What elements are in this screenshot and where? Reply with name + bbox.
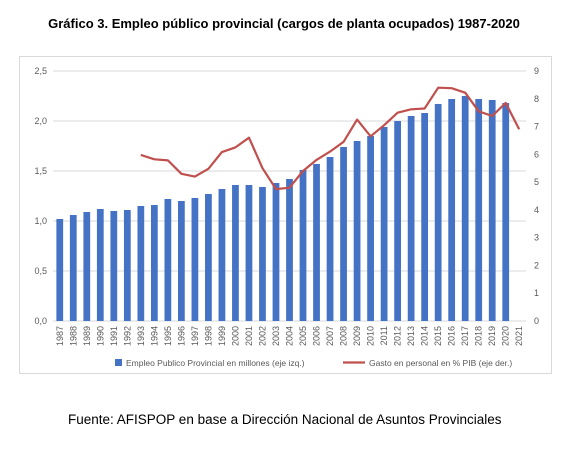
x-tick-label: 2001 bbox=[244, 326, 254, 346]
bar bbox=[394, 121, 401, 321]
x-tick-label: 2019 bbox=[487, 326, 497, 346]
x-tick-label: 1999 bbox=[217, 326, 227, 346]
bar bbox=[191, 198, 199, 321]
bar bbox=[461, 96, 469, 321]
bar bbox=[421, 113, 429, 321]
x-tick-label: 1989 bbox=[82, 326, 92, 346]
left-tick-label: 2,0 bbox=[34, 116, 47, 126]
bar bbox=[380, 127, 388, 321]
x-tick-label: 1993 bbox=[136, 326, 146, 346]
x-tick-label: 1992 bbox=[122, 326, 132, 346]
x-tick-label: 1998 bbox=[203, 326, 213, 346]
bar bbox=[96, 209, 104, 321]
line-series bbox=[140, 86, 521, 191]
left-tick-label: 1,5 bbox=[34, 166, 47, 176]
x-tick-label: 1997 bbox=[190, 326, 200, 346]
x-tick-label: 2003 bbox=[271, 326, 281, 346]
x-tick-label: 1987 bbox=[55, 326, 65, 346]
bar bbox=[434, 104, 442, 321]
bar bbox=[137, 206, 145, 321]
bar-series bbox=[56, 96, 510, 321]
bar bbox=[150, 205, 158, 321]
right-tick-label: 7 bbox=[534, 122, 539, 132]
x-tick-label: 2012 bbox=[393, 326, 403, 346]
x-tick-label: 2005 bbox=[298, 326, 308, 346]
bar bbox=[367, 136, 374, 321]
left-tick-label: 2,5 bbox=[34, 66, 47, 76]
x-tick-label: 2017 bbox=[460, 326, 470, 346]
bar bbox=[218, 189, 226, 321]
left-tick-label: 0,5 bbox=[34, 266, 47, 276]
x-tick-label: 1988 bbox=[68, 326, 78, 346]
right-axis-ticks: 0 1 2 3 4 5 6 7 8 9 bbox=[534, 66, 539, 326]
bar bbox=[56, 219, 64, 321]
right-tick-label: 0 bbox=[534, 316, 539, 326]
right-tick-label: 2 bbox=[534, 260, 539, 270]
bar bbox=[110, 211, 118, 321]
right-tick-label: 4 bbox=[534, 205, 539, 215]
x-tick-label: 2021 bbox=[514, 326, 524, 346]
x-tick-label: 2018 bbox=[474, 326, 484, 346]
x-tick-label: 1995 bbox=[163, 326, 173, 346]
right-tick-label: 5 bbox=[534, 177, 539, 187]
source-note: Fuente: AFISPOP en base a Dirección Naci… bbox=[68, 412, 502, 427]
x-tick-label: 2010 bbox=[366, 326, 376, 346]
bar bbox=[164, 199, 172, 321]
right-tick-label: 6 bbox=[534, 149, 539, 159]
legend-label-bar: Empleo Publico Provincial en millones (e… bbox=[126, 358, 305, 368]
series-line bbox=[140, 86, 521, 191]
bar bbox=[245, 185, 253, 321]
bar bbox=[326, 157, 334, 321]
bar bbox=[205, 194, 212, 321]
x-axis-ticks: 1987 1988 1989 1990 1991 1992 1993 1994 1995 1996… bbox=[55, 326, 524, 346]
legend: Empleo Publico Provincial en millones (e… bbox=[115, 358, 512, 368]
x-tick-label: 1991 bbox=[109, 326, 119, 346]
right-tick-label: 1 bbox=[534, 288, 539, 298]
bar bbox=[123, 210, 131, 321]
right-tick-label: 8 bbox=[534, 94, 539, 104]
x-tick-label: 2006 bbox=[312, 326, 322, 346]
bar bbox=[259, 187, 266, 321]
bar bbox=[83, 212, 91, 321]
bar bbox=[407, 116, 415, 321]
bar bbox=[313, 164, 320, 321]
bar bbox=[488, 100, 496, 321]
x-tick-label: 2015 bbox=[433, 326, 443, 346]
bar bbox=[286, 179, 293, 321]
bar bbox=[299, 170, 307, 321]
x-tick-label: 2013 bbox=[406, 326, 416, 346]
bar bbox=[69, 215, 77, 321]
left-tick-label: 1,0 bbox=[34, 216, 47, 226]
bar bbox=[475, 99, 483, 321]
x-tick-label: 2008 bbox=[339, 326, 349, 346]
bar bbox=[232, 185, 239, 321]
bar bbox=[502, 103, 510, 321]
x-tick-label: 2011 bbox=[379, 326, 389, 345]
x-tick-label: 2016 bbox=[447, 326, 457, 346]
x-tick-label: 2014 bbox=[420, 326, 430, 346]
x-tick-label: 1990 bbox=[95, 326, 105, 346]
legend-swatch-bar bbox=[115, 359, 122, 366]
right-tick-label: 9 bbox=[534, 66, 539, 76]
x-tick-label: 2007 bbox=[325, 326, 335, 346]
chart-title: Gráfico 3. Empleo público provincial (ca… bbox=[48, 16, 520, 31]
left-axis-ticks: 0,0 0,5 1,0 1,5 2,0 2,5 bbox=[34, 66, 47, 326]
right-tick-label: 3 bbox=[534, 233, 539, 243]
left-tick-label: 0,0 bbox=[34, 316, 47, 326]
legend-label-line: Gasto en personal en % PIB (eje der.) bbox=[369, 358, 512, 368]
bar bbox=[353, 141, 361, 321]
x-tick-label: 2004 bbox=[285, 326, 295, 346]
x-tick-label: 1994 bbox=[149, 326, 159, 346]
bar bbox=[178, 201, 185, 321]
x-tick-label: 2002 bbox=[257, 326, 267, 346]
bar bbox=[340, 147, 347, 321]
x-tick-label: 2000 bbox=[230, 326, 240, 346]
bar bbox=[448, 99, 456, 321]
bar bbox=[272, 183, 280, 321]
x-tick-label: 1996 bbox=[176, 326, 186, 346]
x-tick-label: 2020 bbox=[501, 326, 511, 346]
x-tick-label: 2009 bbox=[352, 326, 362, 346]
